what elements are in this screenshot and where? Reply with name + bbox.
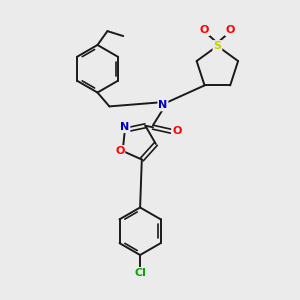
Text: O: O [115,146,124,156]
Text: O: O [200,25,209,35]
Text: Cl: Cl [134,268,146,278]
Text: O: O [172,126,182,136]
Text: O: O [226,25,235,35]
Text: S: S [213,41,221,51]
Text: N: N [158,100,167,110]
Text: N: N [120,122,130,132]
